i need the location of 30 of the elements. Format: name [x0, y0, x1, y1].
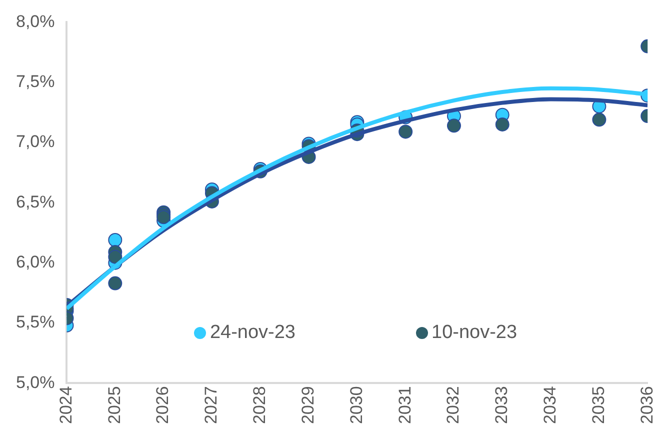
x-tick-label: 2033 — [492, 386, 512, 424]
point — [108, 276, 122, 290]
y-tick-label: 6,5% — [16, 192, 55, 212]
x-tick-label: 2036 — [637, 386, 656, 424]
y-tick-label: 8,0% — [16, 12, 55, 31]
x-tick-label: 2035 — [588, 386, 608, 424]
legend-label: 24-nov-23 — [210, 322, 296, 344]
y-tick-label: 5,5% — [16, 312, 55, 332]
point — [592, 112, 606, 127]
y-tick-label: 5,0% — [16, 372, 55, 392]
x-tick-label: 2028 — [250, 386, 270, 424]
x-tick-label: 2025 — [104, 386, 124, 424]
y-tick-label: 7,5% — [16, 72, 55, 92]
x-tick-label: 2027 — [202, 386, 221, 424]
point — [108, 232, 122, 247]
x-tick-label: 2026 — [153, 386, 172, 424]
y-tick-label: 6,0% — [16, 252, 55, 272]
point — [398, 124, 413, 139]
point — [495, 117, 510, 132]
x-tick-label: 2032 — [444, 386, 463, 424]
x-tick-label: 2031 — [395, 386, 414, 424]
x-tick-label: 2024 — [56, 386, 76, 424]
x-tick-label: 2030 — [346, 386, 366, 424]
x-tick-label: 2034 — [540, 386, 560, 424]
x-tick-label: 2029 — [298, 386, 318, 424]
point — [108, 250, 122, 264]
point — [446, 118, 461, 133]
point — [156, 210, 171, 224]
legend-label: 10-nov-23 — [432, 322, 518, 344]
y-tick-label: 7,0% — [16, 132, 55, 152]
